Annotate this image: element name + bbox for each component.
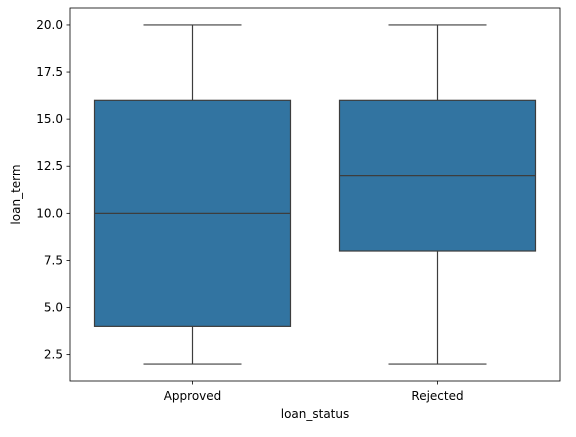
y-tick-label: 15.0	[36, 112, 63, 126]
x-axis-label: loan_status	[281, 407, 350, 421]
y-tick-label: 2.5	[44, 348, 63, 362]
y-tick-label: 17.5	[36, 65, 63, 79]
y-tick-label: 12.5	[36, 159, 63, 173]
box-group-approved	[93, 24, 292, 365]
y-axis-label: loan_term	[9, 164, 23, 224]
y-tick-label: 20.0	[36, 18, 63, 32]
y-tick-label: 10.0	[36, 206, 63, 220]
plot-frame	[69, 7, 561, 382]
y-axis-ticks: 2.5 5.0 7.5 10.0 12.5 15.0 17.5 20.0	[36, 18, 70, 362]
axes: 2.5 5.0 7.5 10.0 12.5 15.0 17.5 20.0 Approved Re…	[9, 7, 561, 421]
plot-marks	[93, 24, 537, 365]
y-tick-label: 5.0	[44, 301, 63, 315]
x-axis-ticks: Approved Rejected	[164, 381, 464, 403]
y-tick-label: 7.5	[44, 253, 63, 267]
x-tick-label: Rejected	[411, 389, 463, 403]
box-group-rejected	[338, 24, 537, 365]
x-tick-label: Approved	[164, 389, 222, 403]
